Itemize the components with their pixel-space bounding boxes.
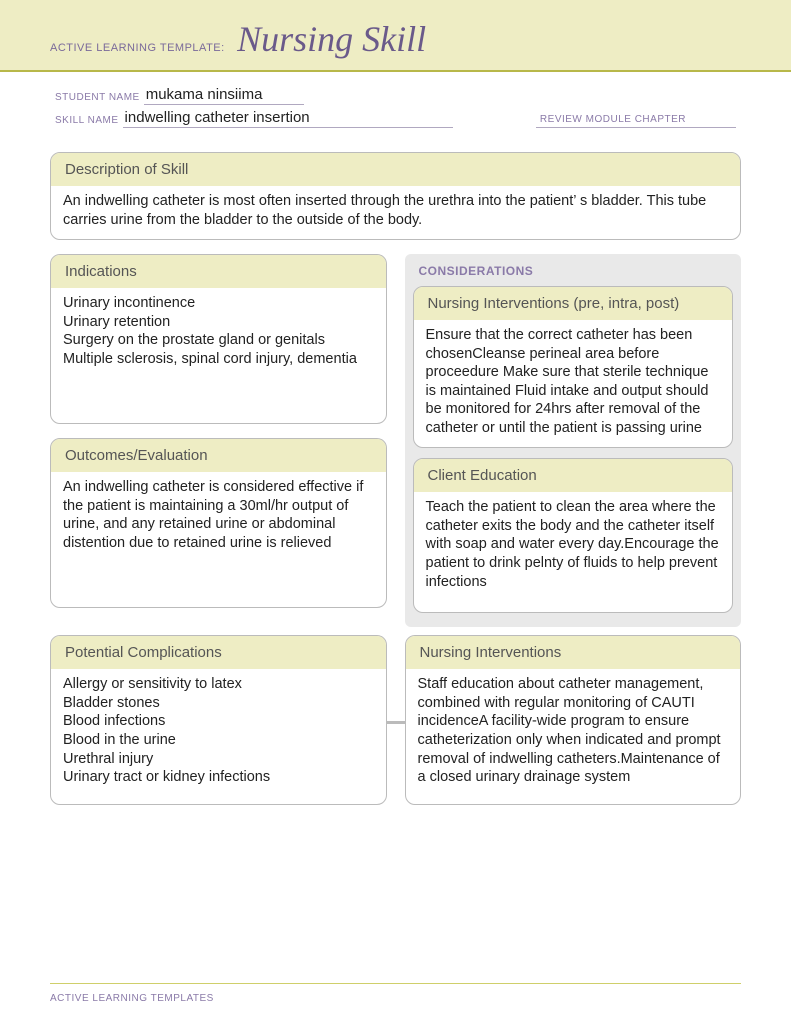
nursing-pre-body: Ensure that the correct catheter has bee… [414,320,733,447]
nursing-pre-box: Nursing Interventions (pre, intra, post)… [413,286,734,448]
review-module-label: REVIEW MODULE CHAPTER [536,114,736,128]
outcomes-body: An indwelling catheter is considered eff… [51,472,386,607]
footer: ACTIVE LEARNING TEMPLATES [50,983,741,1006]
student-name-value: mukama ninsiima [144,86,304,105]
student-name-label: STUDENT NAME [55,92,140,105]
outcomes-box: Outcomes/Evaluation An indwelling cathet… [50,438,387,608]
skill-name-label: SKILL NAME [55,115,119,128]
considerations-group: CONSIDERATIONS Nursing Interventions (pr… [405,254,742,627]
template-prefix: ACTIVE LEARNING TEMPLATE: [50,42,225,54]
client-edu-box: Client Education Teach the patient to cl… [413,458,734,613]
complications-box: Potential Complications Allergy or sensi… [50,635,387,805]
content-area: Description of Skill An indwelling cathe… [0,140,791,819]
nursing-int-box: Nursing Interventions Staff education ab… [405,635,742,805]
indications-body: Urinary incontinence Urinary retention S… [51,288,386,423]
outcomes-title: Outcomes/Evaluation [51,439,386,472]
indications-box: Indications Urinary incontinence Urinary… [50,254,387,424]
indications-title: Indications [51,255,386,288]
template-title: Nursing Skill [237,18,426,60]
complications-title: Potential Complications [51,636,386,669]
meta-block: STUDENT NAME mukama ninsiima SKILL NAME … [0,72,791,140]
considerations-label: CONSIDERATIONS [413,254,734,286]
footer-text: ACTIVE LEARNING TEMPLATES [50,993,214,1004]
complications-body: Allergy or sensitivity to latex Bladder … [51,669,386,804]
description-title: Description of Skill [51,153,740,186]
skill-name-value: indwelling catheter insertion [123,109,453,128]
nursing-int-body: Staff education about catheter managemen… [406,669,741,804]
nursing-int-title: Nursing Interventions [406,636,741,669]
nursing-pre-title: Nursing Interventions (pre, intra, post) [414,287,733,320]
connector-line [387,721,405,724]
header-band: ACTIVE LEARNING TEMPLATE: Nursing Skill [0,0,791,72]
client-edu-title: Client Education [414,459,733,492]
description-box: Description of Skill An indwelling cathe… [50,152,741,240]
client-edu-body: Teach the patient to clean the area wher… [414,492,733,612]
description-body: An indwelling catheter is most often ins… [51,186,740,239]
